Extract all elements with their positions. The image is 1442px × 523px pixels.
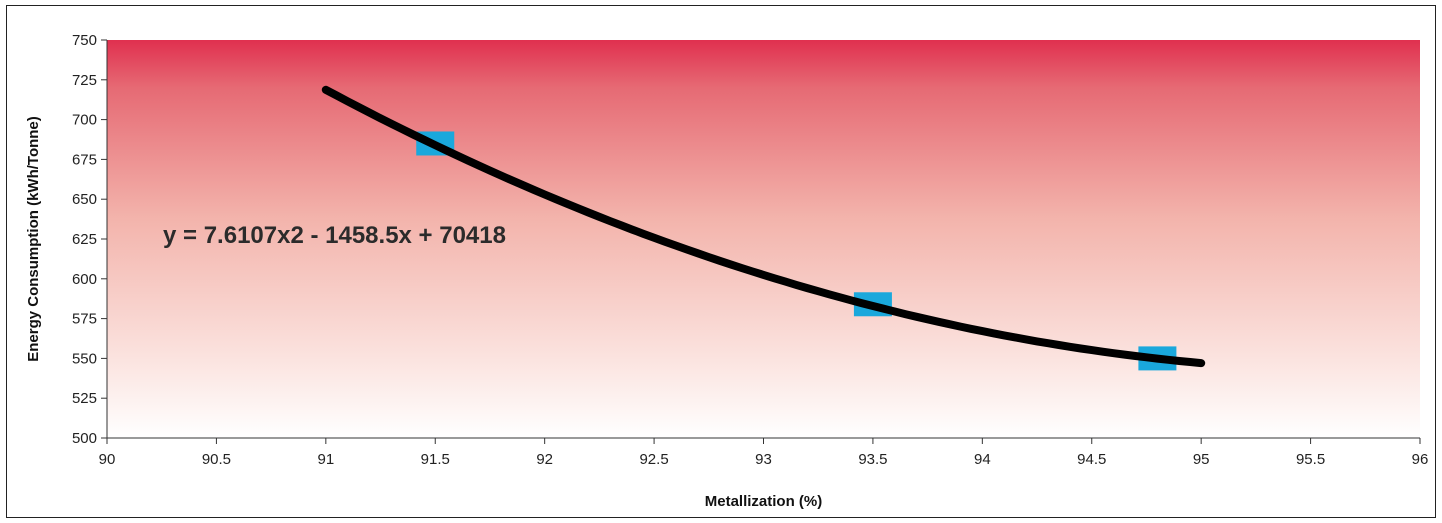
x-tick-label: 96 [1412,451,1429,468]
x-tick-label: 92.5 [639,451,668,468]
y-tick-label: 525 [72,390,97,407]
y-tick-label: 575 [72,311,97,328]
x-tick-label: 90 [99,451,116,468]
x-axis-title: Metallization (%) [705,493,823,510]
tick-labels: 90 90.5 91 91.5 92 92.5 93 93.5 94 94.5 95 95.5 96 50… [72,32,1428,468]
x-tick-label: 93 [755,451,772,468]
y-tick-label: 700 [72,112,97,129]
x-tick-label: 91 [317,451,334,468]
x-tick-label: 93.5 [858,451,887,468]
y-tick-label: 500 [72,430,97,447]
x-tick-label: 94 [974,451,991,468]
x-tick-label: 92 [536,451,553,468]
x-tick-label: 91.5 [421,451,450,468]
trendline [321,85,1206,368]
y-tick-label: 725 [72,72,97,89]
plot-area [107,40,1420,438]
y-tick-label: 750 [72,32,97,49]
axes [101,39,1421,444]
y-tick-label: 675 [72,151,97,168]
y-axis-title: Energy Consumption (kWh/Tonne) [25,116,42,362]
y-tick-label: 550 [72,350,97,367]
x-tick-label: 90.5 [202,451,231,468]
x-tick-label: 95 [1193,451,1210,468]
y-tick-label: 600 [72,271,97,288]
y-tick-label: 625 [72,231,97,248]
x-tick-label: 94.5 [1077,451,1106,468]
x-tick-label: 95.5 [1296,451,1325,468]
y-tick-label: 650 [72,191,97,208]
trendline-equation: y = 7.6107x2 - 1458.5x + 70418 [163,222,506,249]
